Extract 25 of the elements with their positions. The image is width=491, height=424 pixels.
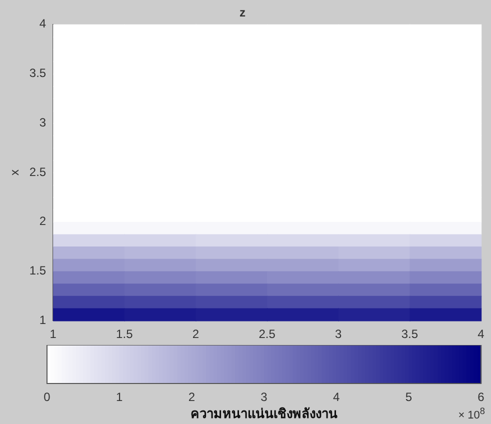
color-bar-label: 0 [44,390,51,404]
color-bar-label: 1 [116,390,123,404]
x-tick-label: 2 [192,327,200,342]
x-tick-label: 4 [478,327,485,342]
color-bar-label: 6 [478,390,485,404]
x-tick-label: 2.5 [258,327,276,342]
color-bar-label: 2 [188,390,196,404]
y-tick-label: 1 [39,312,46,327]
y-tick-label: 4 [39,16,46,31]
chart-title: z [240,6,246,20]
y-tick-label: 3.5 [29,66,46,80]
x-tick-label: 3 [335,327,342,342]
y-tick-label: 2.5 [29,164,46,179]
color-bar-label: 5 [405,390,412,404]
y-tick-label: 3 [39,115,46,130]
color-bar-label: 3 [260,390,268,404]
x-tick-label: 3.5 [401,327,418,342]
color-bar-label: 4 [332,390,340,404]
x-tick-label: 1 [50,327,57,342]
y-tick-label: 2 [39,214,46,228]
text: × 10$^{8}$ [458,406,485,422]
y-tick-label: 1.5 [29,264,46,278]
y-axis-title: x [8,170,22,176]
color-bar-title: ความหนาแน่นเชิงพลังงาน [190,406,338,421]
x-tick-label: 1.5 [116,327,134,342]
